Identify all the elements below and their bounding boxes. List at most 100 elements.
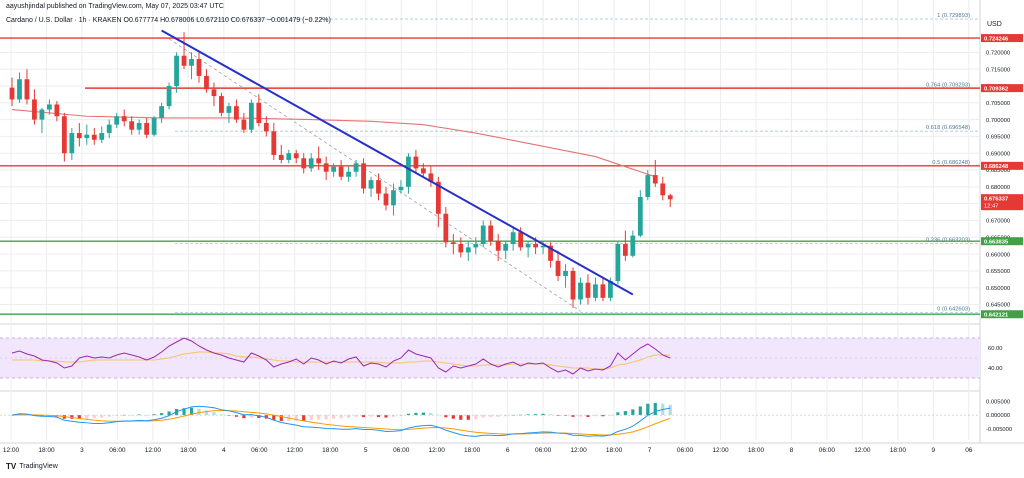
macd-histogram-bar bbox=[234, 415, 238, 417]
macd-histogram-bar bbox=[391, 415, 396, 417]
candle-body bbox=[480, 225, 486, 245]
rsi-tick-label: 40.00 bbox=[988, 366, 1003, 372]
time-tick-label: 06:00 bbox=[819, 447, 836, 454]
candle-body bbox=[548, 245, 553, 261]
level-price-tag bbox=[981, 237, 1023, 246]
macd-pane[interactable] bbox=[0, 402, 980, 437]
candle-body bbox=[660, 183, 666, 196]
time-tick-label: 12:00 bbox=[854, 447, 871, 454]
candle-body bbox=[286, 153, 292, 160]
candle-body bbox=[308, 158, 314, 169]
currency-label: USD bbox=[987, 21, 1002, 28]
time-axis[interactable]: 12:00 18:00 3 06:00 12:00 18:00 4 06:00 12:00 18:… bbox=[3, 447, 973, 454]
candle-body bbox=[503, 244, 509, 251]
candle-body bbox=[293, 153, 299, 159]
candle-body bbox=[593, 284, 598, 298]
bearish-trend-line bbox=[161, 29, 634, 296]
macd-histogram-bar bbox=[526, 414, 530, 416]
symbol-header: Cardano / U.S. Dollar · 1h · KRAKEN O0.6… bbox=[6, 17, 331, 24]
macd-histogram-bar bbox=[354, 415, 358, 417]
candle-body bbox=[495, 240, 501, 251]
candle-body bbox=[525, 244, 531, 248]
level-price-tag bbox=[981, 34, 1023, 43]
macd-histogram-bar bbox=[219, 414, 224, 416]
time-tick-label: 8 bbox=[790, 447, 794, 454]
macd-histogram-bar bbox=[279, 415, 283, 422]
candle-body bbox=[204, 75, 209, 90]
macd-histogram-bar bbox=[257, 415, 261, 418]
macd-histogram-bar bbox=[77, 415, 81, 419]
macd-histogram-bar bbox=[272, 415, 276, 421]
macd-histogram-bar bbox=[496, 415, 500, 417]
macd-histogram-bar bbox=[264, 415, 268, 419]
macd-histogram-bar bbox=[332, 415, 336, 419]
level-price-tag-label: 0.663835 bbox=[984, 239, 1009, 245]
candle-body bbox=[398, 186, 404, 191]
symbol-title[interactable]: Cardano / U.S. Dollar · 1h · KRAKEN bbox=[6, 17, 122, 24]
macd-histogram-bar bbox=[653, 402, 657, 416]
macd-histogram-bar bbox=[189, 407, 194, 416]
time-tick-label: 9 bbox=[932, 447, 936, 454]
candle-body bbox=[114, 116, 120, 125]
candle-body bbox=[600, 284, 606, 298]
macd-line bbox=[11, 405, 671, 437]
last-price-tag bbox=[981, 194, 1023, 211]
candle-body bbox=[9, 87, 15, 100]
candle-body bbox=[473, 244, 479, 248]
last-price-value: 0.676337 bbox=[984, 197, 1008, 203]
macd-histogram-bar bbox=[616, 412, 620, 416]
candle-body bbox=[69, 133, 75, 154]
candle-body bbox=[226, 106, 232, 113]
macd-histogram-bar bbox=[429, 412, 433, 416]
candle-body bbox=[458, 244, 464, 253]
macd-histogram-bar bbox=[85, 415, 89, 419]
macd-histogram-bar bbox=[578, 415, 583, 417]
price-tick-label: 0.695000 bbox=[986, 135, 1010, 141]
macd-histogram-bar bbox=[384, 415, 388, 418]
macd-histogram-bar bbox=[152, 414, 156, 416]
macd-histogram-bar bbox=[646, 403, 650, 416]
time-tick-label: 12:00 bbox=[145, 447, 162, 454]
macd-histogram-bar bbox=[309, 415, 313, 421]
candle-body bbox=[99, 133, 105, 140]
candle-body bbox=[622, 244, 628, 256]
macd-histogram-bar bbox=[414, 412, 418, 416]
candle-body bbox=[263, 122, 269, 132]
macd-histogram-bar bbox=[204, 410, 209, 416]
candle-body bbox=[391, 190, 396, 206]
candle-body bbox=[316, 158, 322, 164]
macd-histogram-bar bbox=[347, 415, 351, 418]
candle-body bbox=[563, 270, 568, 276]
candle-body bbox=[361, 163, 366, 189]
candle-body bbox=[76, 133, 82, 139]
price-tick-label: 0.660000 bbox=[986, 252, 1010, 258]
fib-retracement-diagonal bbox=[168, 38, 581, 312]
candle-body bbox=[84, 134, 90, 139]
macd-histogram-bar bbox=[115, 415, 119, 416]
macd-histogram-bar bbox=[534, 414, 538, 416]
candle-body bbox=[510, 232, 516, 245]
macd-histogram-bar bbox=[100, 415, 104, 418]
price-tick-label: 0.655000 bbox=[986, 269, 1010, 275]
candle-body bbox=[435, 181, 441, 214]
fib-level-label: 0.5 (0.686248) bbox=[932, 160, 970, 166]
time-tick-label: 12:00 bbox=[570, 447, 587, 454]
time-tick-label: 06:00 bbox=[535, 447, 552, 454]
level-price-tag-label: 0.686248 bbox=[984, 164, 1009, 170]
time-tick-label: 18:00 bbox=[180, 447, 197, 454]
macd-histogram-bar bbox=[317, 415, 321, 420]
price-axis[interactable]: 0.6450000.6500000.6550000.6600000.665000… bbox=[981, 34, 1023, 433]
candle-body bbox=[555, 260, 561, 276]
macd-histogram-bar bbox=[668, 404, 672, 416]
time-tick-label: 06 bbox=[965, 447, 973, 454]
price-tick-label: 0.670000 bbox=[986, 219, 1010, 225]
ohlc-values: O0.677774 H0.678006 L0.672110 C0.676337 … bbox=[123, 17, 331, 24]
publish-info: aayushjindal published on TradingView.co… bbox=[6, 3, 224, 10]
fib-level-label: 0.764 (0.709293) bbox=[926, 82, 970, 88]
price-pane[interactable]: 1 (0.729893) 0.764 (0.709293) 0.618 (0.696… bbox=[0, 13, 980, 315]
macd-histogram-bar bbox=[182, 408, 186, 416]
tradingview-logo[interactable]: TV TradingView bbox=[6, 462, 58, 471]
tradingview-logo-icon: TV bbox=[6, 462, 17, 471]
rsi-pane[interactable] bbox=[0, 337, 980, 379]
